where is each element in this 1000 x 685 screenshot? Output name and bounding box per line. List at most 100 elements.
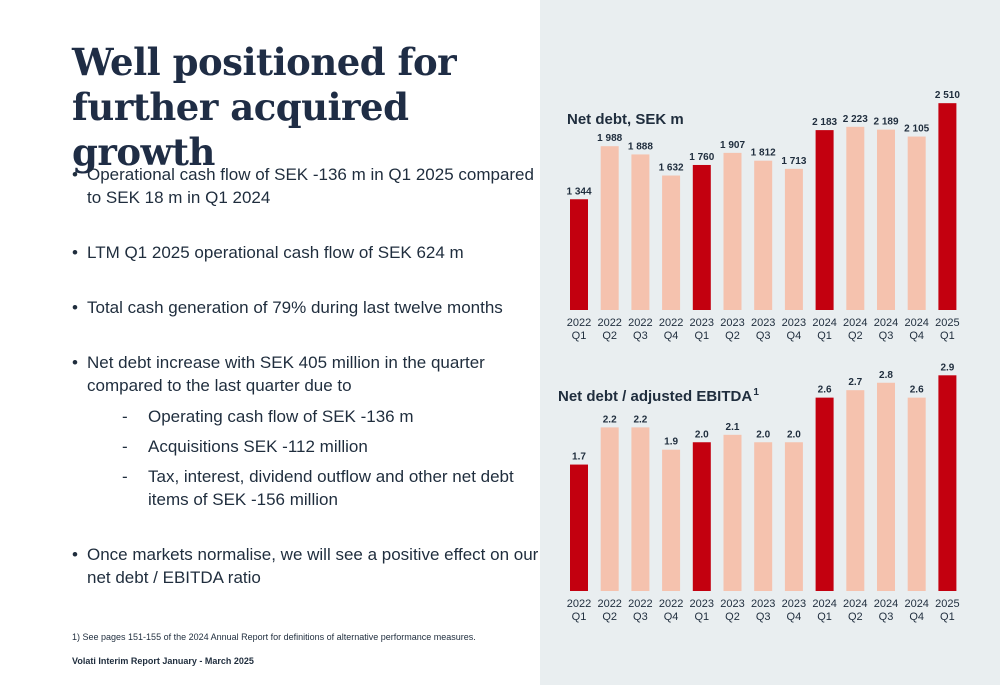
x-tick-year: 2023 [782,598,806,610]
x-tick-year: 2024 [812,598,836,610]
chart-bar [907,136,926,310]
data-label: 1 888 [628,141,653,152]
x-tick-year: 2022 [659,317,683,329]
footnote: 1) See pages 151-155 of the 2024 Annual … [72,632,476,642]
x-tick-year: 2024 [812,317,836,329]
x-tick-year: 2025 [935,317,959,329]
data-label: 2 183 [812,117,837,128]
x-tick-quarter: Q1 [940,330,955,342]
x-tick-year: 2023 [690,598,714,610]
x-tick-quarter: Q1 [694,330,709,342]
chart-bar [846,126,865,310]
bullet-item: Total cash generation of 79% during last… [72,296,542,319]
x-tick-quarter: Q2 [725,330,740,342]
x-tick-quarter: Q1 [817,611,832,623]
sub-item: - Operating cash flow of SEK -136 m [87,405,542,428]
data-label: 1 907 [720,140,745,151]
sub-item: - Acquisitions SEK -112 million [87,435,542,458]
bullet-text: Once markets normalise, we will see a po… [87,545,539,587]
data-label: 2.6 [818,385,832,396]
chart-bar [692,164,711,310]
data-label: 2.9 [940,362,954,373]
x-tick-year: 2024 [904,317,928,329]
x-tick-year: 2022 [597,317,621,329]
chart-title: Net debt, SEK m [567,111,684,128]
chart-bar [815,130,834,310]
x-tick-year: 2023 [720,598,744,610]
chart-title-superscript: 1 [753,387,759,398]
chart-bar [570,199,588,310]
bullet-list: Operational cash flow of SEK -136 m in Q… [72,163,542,621]
chart-bar [570,464,588,591]
x-tick-year: 2024 [843,317,867,329]
x-tick-quarter: Q1 [817,330,832,342]
data-label: 2.0 [756,429,770,440]
dash-marker: - [122,437,128,456]
chart-bar [600,146,619,310]
x-tick-quarter: Q1 [572,330,587,342]
x-tick-year: 2023 [690,317,714,329]
x-tick-quarter: Q3 [879,330,894,342]
x-tick-quarter: Q4 [787,611,802,623]
x-tick-quarter: Q3 [756,611,771,623]
bullet-text: Operational cash flow of SEK -136 m in Q… [87,165,534,207]
sub-list: - Operating cash flow of SEK -136 m - Acqui… [87,405,542,511]
data-label: 2.0 [787,429,801,440]
report-footer: Volati Interim Report January - March 20… [72,656,254,666]
x-tick-quarter: Q3 [879,611,894,623]
dash-marker: - [122,467,128,486]
data-label: 2 189 [873,117,898,128]
data-label: 2.6 [910,385,924,396]
x-tick-quarter: Q4 [909,611,924,623]
x-tick-quarter: Q3 [756,330,771,342]
data-label: 1 713 [781,156,806,167]
data-label: 2 223 [843,114,868,125]
data-label: 1 812 [751,148,776,159]
chart-bar [754,160,773,310]
data-label: 1 344 [566,186,591,197]
chart-bar [723,434,742,591]
x-tick-year: 2025 [935,598,959,610]
bullet-item: LTM Q1 2025 operational cash flow of SEK… [72,241,542,264]
data-label: 2.7 [848,377,862,388]
chart-bar [662,449,681,591]
chart-bar [815,397,834,591]
chart-bar [907,397,926,591]
x-tick-quarter: Q2 [848,330,863,342]
bullet-text: LTM Q1 2025 operational cash flow of SEK… [87,243,464,262]
x-tick-quarter: Q3 [633,611,648,623]
data-label: 2 510 [935,90,960,101]
chart-bar [938,103,957,311]
x-tick-quarter: Q3 [633,330,648,342]
x-tick-year: 2022 [628,598,652,610]
bullet-item: Net debt increase with SEK 405 million i… [72,351,542,511]
page-title: Well positioned for further acquired gro… [72,40,457,174]
x-tick-quarter: Q1 [572,611,587,623]
chart-bar [877,129,895,310]
chart-title: Net debt / adjusted EBITDA [558,388,752,405]
x-tick-year: 2024 [874,598,898,610]
x-tick-quarter: Q2 [725,611,740,623]
data-label: 2.8 [879,370,893,381]
sub-item: - Tax, interest, dividend outflow and oth… [87,465,542,511]
chart-bar [723,152,742,310]
bullet-text: Total cash generation of 79% during last… [87,298,503,317]
data-label: 2.2 [633,414,647,425]
x-tick-quarter: Q4 [664,330,679,342]
data-label: 1 760 [689,152,714,163]
x-tick-year: 2022 [628,317,652,329]
bullet-item: Operational cash flow of SEK -136 m in Q… [72,163,542,209]
x-tick-year: 2023 [751,598,775,610]
chart-bar [784,168,803,310]
sub-item-text: Acquisitions SEK -112 million [148,437,368,456]
x-tick-quarter: Q1 [694,611,709,623]
x-tick-year: 2022 [567,598,591,610]
x-tick-quarter: Q1 [940,611,955,623]
data-label: 2.2 [603,414,617,425]
bullet-text: Net debt increase with SEK 405 million i… [87,353,485,395]
net-debt-ebitda-chart: Net debt / adjusted EBITDA 1 1.7 2022 Q1 2.2 2… [545,362,975,642]
x-tick-quarter: Q4 [787,330,802,342]
data-label: 1 632 [659,163,684,174]
chart-bar [692,442,711,591]
